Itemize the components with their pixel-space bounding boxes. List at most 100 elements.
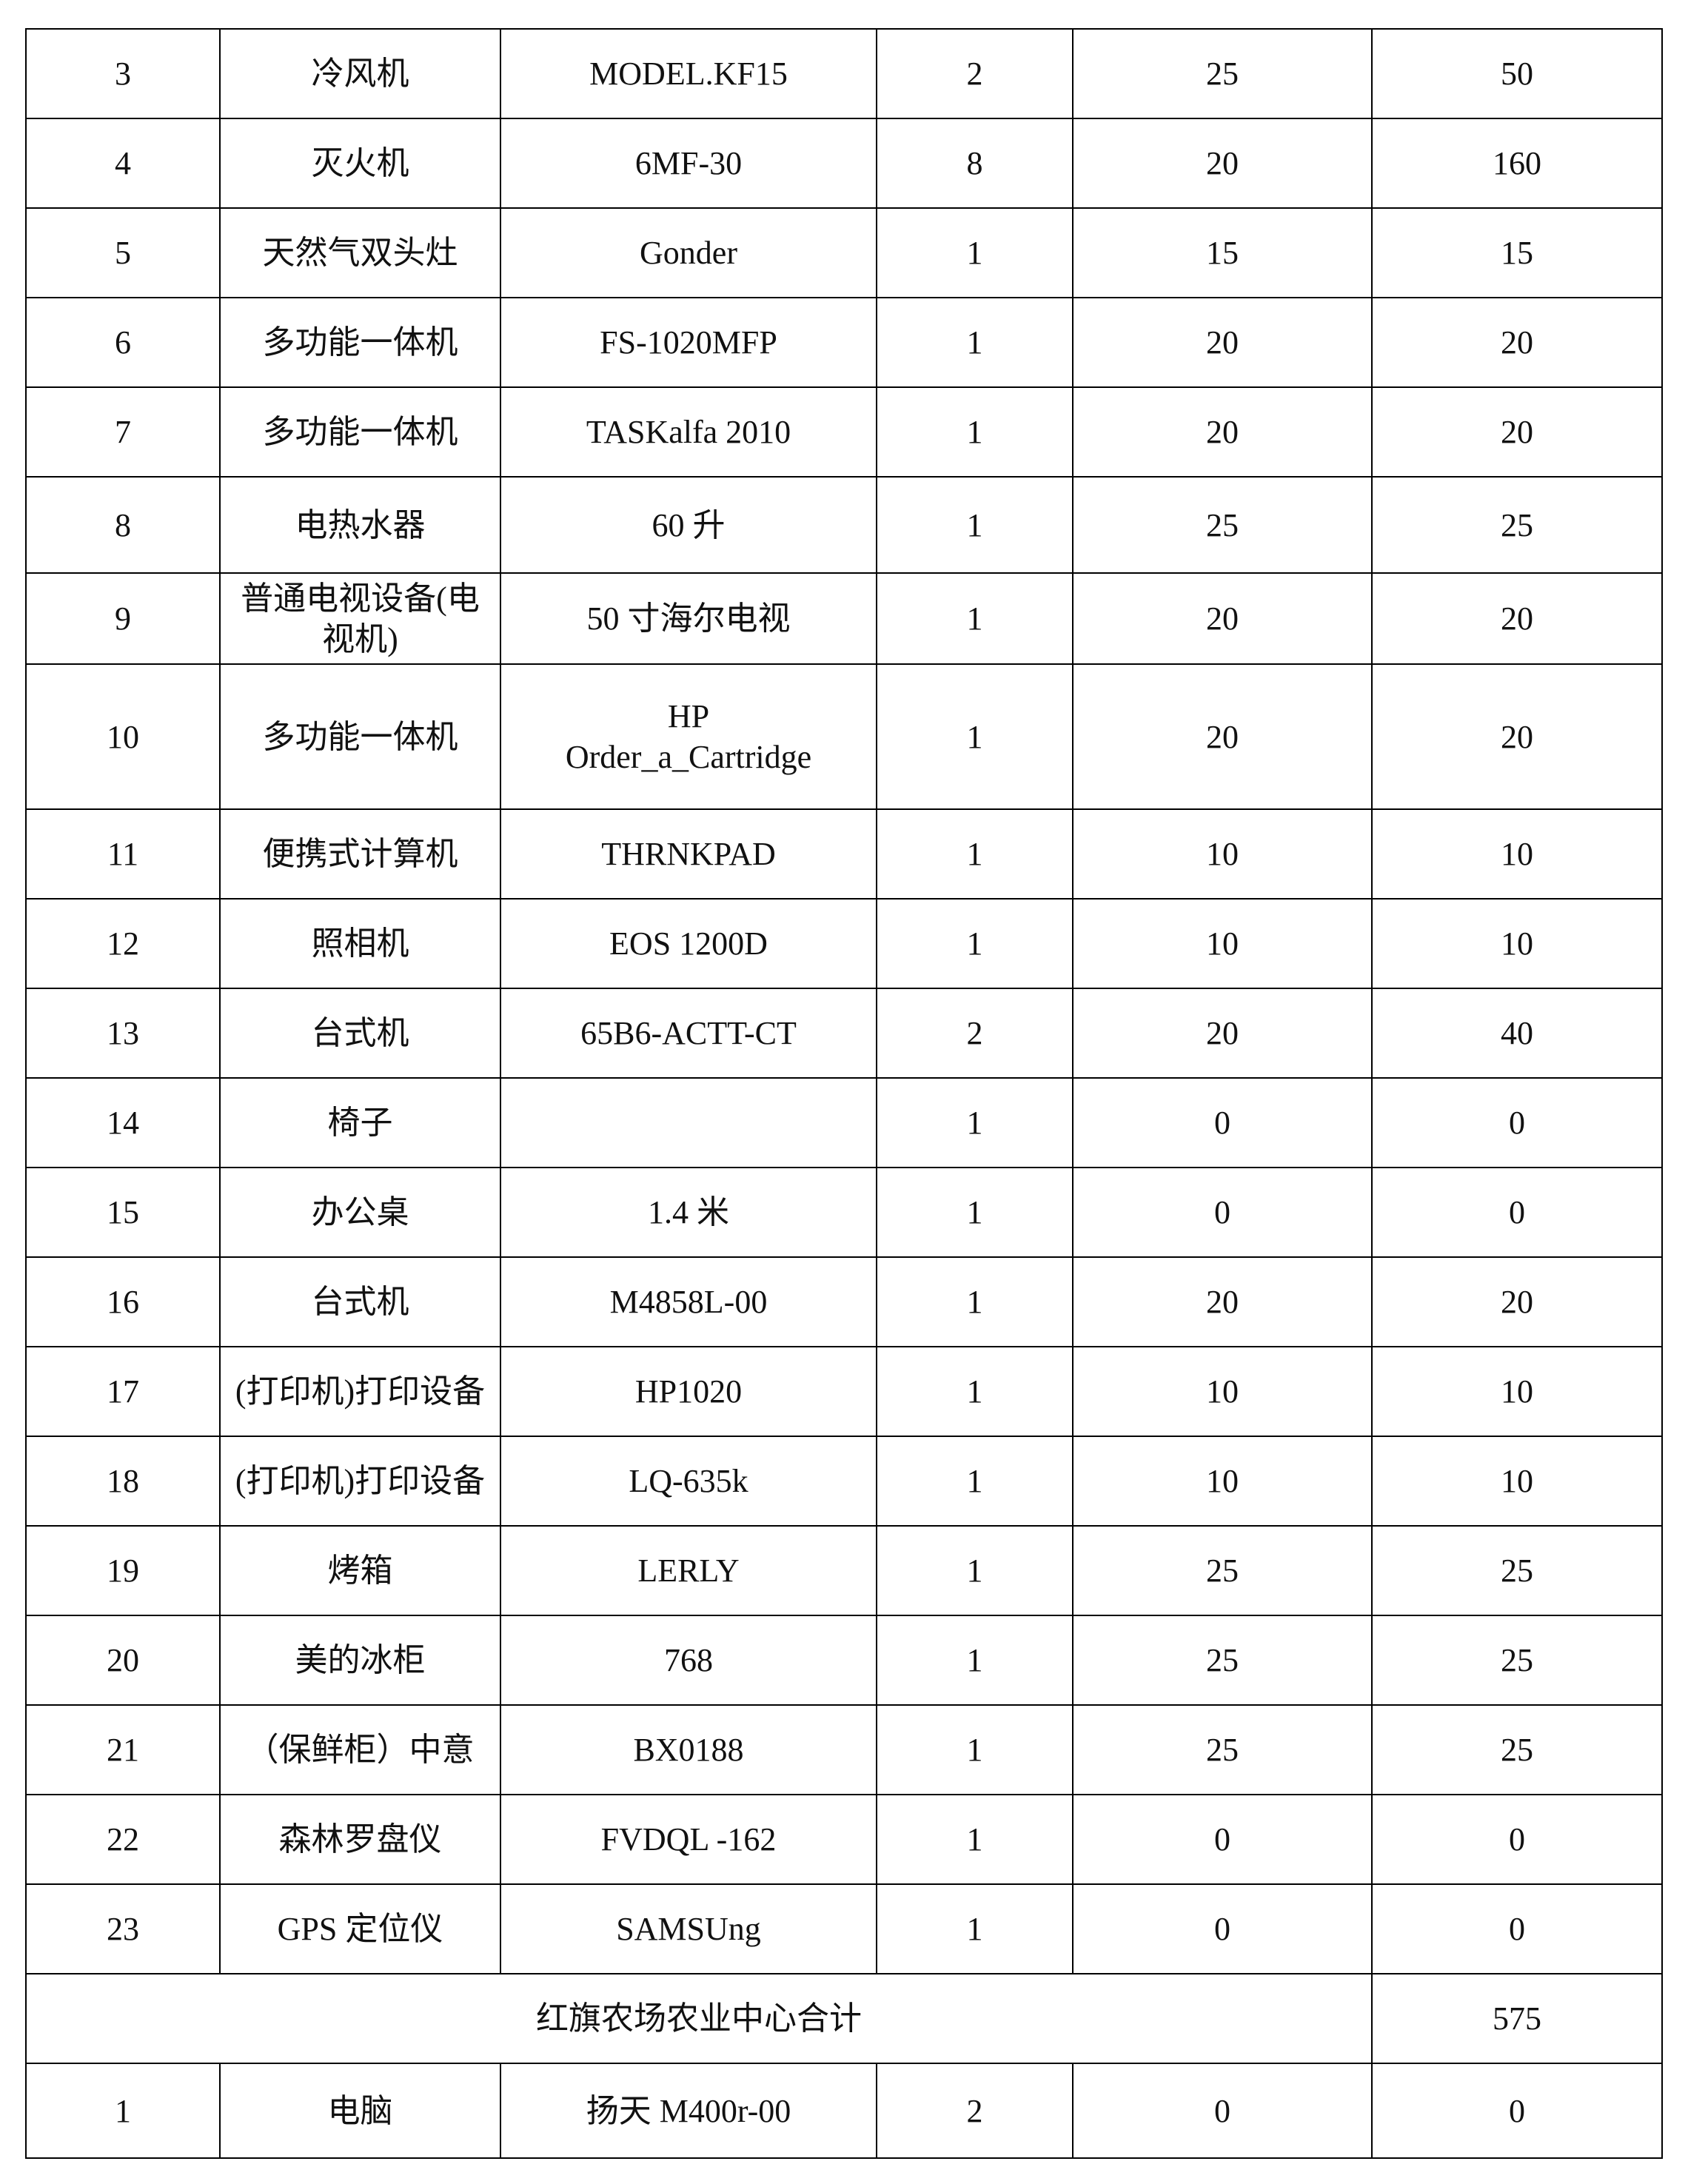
table-cell: HP Order_a_Cartridge xyxy=(500,663,877,810)
table-cell: MODEL.KF15 xyxy=(500,28,877,119)
table-row: 12 照相机 EOS 1200D 1 10 10 xyxy=(25,898,1663,989)
table-cell: 25 xyxy=(1072,1525,1373,1616)
table-cell: 0 xyxy=(1072,1077,1373,1168)
table-cell: 50 xyxy=(1371,28,1663,119)
table-cell: 1 xyxy=(876,1077,1074,1168)
table-cell: 15 xyxy=(1371,207,1663,298)
table-cell: 1 xyxy=(25,2063,221,2159)
table-cell: 25 xyxy=(1371,1615,1663,1706)
table-cell: 7 xyxy=(25,386,221,478)
table-cell: 照相机 xyxy=(219,898,501,989)
table-cell: 40 xyxy=(1371,988,1663,1079)
table-cell: BX0188 xyxy=(500,1704,877,1795)
table-cell: 25 xyxy=(1072,1704,1373,1795)
table-cell: TASKalfa 2010 xyxy=(500,386,877,478)
table-cell: 20 xyxy=(1072,988,1373,1079)
table-cell: 25 xyxy=(1072,28,1373,119)
table-cell: 0 xyxy=(1072,1167,1373,1258)
table-cell: 1 xyxy=(876,1794,1074,1885)
table-cell: 1 xyxy=(876,808,1074,900)
table-row: 14 椅子 1 0 0 xyxy=(25,1077,1663,1168)
table-row: 4 灭火机 6MF-30 8 20 160 xyxy=(25,118,1663,209)
table-cell: 22 xyxy=(25,1794,221,1885)
table-cell: 8 xyxy=(25,476,221,574)
table-row: 20 美的冰柜 768 1 25 25 xyxy=(25,1615,1663,1706)
table-row: 23 GPS 定位仪 SAMSUng 1 0 0 xyxy=(25,1883,1663,1974)
table-cell: 3 xyxy=(25,28,221,119)
table-cell: 1.4 米 xyxy=(500,1167,877,1258)
table-cell: LQ-635k xyxy=(500,1436,877,1527)
table-cell: 2 xyxy=(876,28,1074,119)
table-cell: M4858L-00 xyxy=(500,1256,877,1347)
table-cell: 椅子 xyxy=(219,1077,501,1168)
table-cell: 1 xyxy=(876,1883,1074,1974)
table-cell: 10 xyxy=(1371,808,1663,900)
table-cell: 20 xyxy=(1371,663,1663,810)
table-cell: 9 xyxy=(25,572,221,665)
table-cell: 20 xyxy=(25,1615,221,1706)
table-cell: 14 xyxy=(25,1077,221,1168)
table-cell: 20 xyxy=(1371,572,1663,665)
asset-table: 3 冷风机 MODEL.KF15 2 25 50 4 灭火机 6MF-30 8 20 160 5 天然气双… xyxy=(25,28,1663,2159)
table-cell: 19 xyxy=(25,1525,221,1616)
table-cell: 25 xyxy=(1371,1525,1663,1616)
table-cell: GPS 定位仪 xyxy=(219,1883,501,1974)
table-cell: 10 xyxy=(1072,1436,1373,1527)
table-cell: (打印机)打印设备 xyxy=(219,1436,501,1527)
table-cell: 1 xyxy=(876,572,1074,665)
table-cell: 20 xyxy=(1072,663,1373,810)
table-cell: 20 xyxy=(1371,386,1663,478)
table-cell: 10 xyxy=(1072,898,1373,989)
table-cell: 1 xyxy=(876,207,1074,298)
table-cell: 23 xyxy=(25,1883,221,1974)
subtotal-label: 红旗农场农业中心合计 xyxy=(25,1973,1373,2064)
table-cell: 10 xyxy=(25,663,221,810)
table-row: 13 台式机 65B6-ACTT-CT 2 20 40 xyxy=(25,988,1663,1079)
table-cell: 2 xyxy=(876,2063,1074,2159)
table-cell: 11 xyxy=(25,808,221,900)
table-cell: 森林罗盘仪 xyxy=(219,1794,501,1885)
table-cell: 1 xyxy=(876,297,1074,388)
table-cell: HP1020 xyxy=(500,1346,877,1437)
table-row: 16 台式机 M4858L-00 1 20 20 xyxy=(25,1256,1663,1347)
table-cell: 0 xyxy=(1371,1883,1663,1974)
table-cell: LERLY xyxy=(500,1525,877,1616)
table-cell: 25 xyxy=(1371,1704,1663,1795)
table-row: 18 (打印机)打印设备 LQ-635k 1 10 10 xyxy=(25,1436,1663,1527)
table-cell: 25 xyxy=(1371,476,1663,574)
table-cell: 0 xyxy=(1371,1167,1663,1258)
table-cell: 1 xyxy=(876,1346,1074,1437)
table-cell: FS-1020MFP xyxy=(500,297,877,388)
table-cell: （保鲜柜）中意 xyxy=(219,1704,501,1795)
table-cell: 60 升 xyxy=(500,476,877,574)
table-cell: SAMSUng xyxy=(500,1883,877,1974)
table-cell: 25 xyxy=(1072,476,1373,574)
table-cell: 0 xyxy=(1072,1794,1373,1885)
table-row: 7 多功能一体机 TASKalfa 2010 1 20 20 xyxy=(25,386,1663,478)
table-cell: 10 xyxy=(1072,1346,1373,1437)
table-cell: 1 xyxy=(876,476,1074,574)
table-cell: 12 xyxy=(25,898,221,989)
subtotal-row: 红旗农场农业中心合计 575 xyxy=(25,1973,1663,2064)
table-cell: 扬天 M400r-00 xyxy=(500,2063,877,2159)
table-row: 5 天然气双头灶 Gonder 1 15 15 xyxy=(25,207,1663,298)
table-cell: 20 xyxy=(1371,1256,1663,1347)
table-cell: 20 xyxy=(1072,1256,1373,1347)
table-cell: 台式机 xyxy=(219,1256,501,1347)
table-cell: 10 xyxy=(1371,1436,1663,1527)
table-cell: 0 xyxy=(1371,2063,1663,2159)
table-cell: 5 xyxy=(25,207,221,298)
table-cell: 20 xyxy=(1072,386,1373,478)
table-row: 9 普通电视设备(电视机) 50 寸海尔电视 1 20 20 xyxy=(25,572,1663,665)
table-cell: 1 xyxy=(876,1256,1074,1347)
table-cell xyxy=(500,1077,877,1168)
table-row: 19 烤箱 LERLY 1 25 25 xyxy=(25,1525,1663,1616)
table-cell: 8 xyxy=(876,118,1074,209)
table-cell: 台式机 xyxy=(219,988,501,1079)
table-row: 17 (打印机)打印设备 HP1020 1 10 10 xyxy=(25,1346,1663,1437)
table-cell: 0 xyxy=(1371,1794,1663,1885)
table-cell: 6 xyxy=(25,297,221,388)
table-cell: 天然气双头灶 xyxy=(219,207,501,298)
